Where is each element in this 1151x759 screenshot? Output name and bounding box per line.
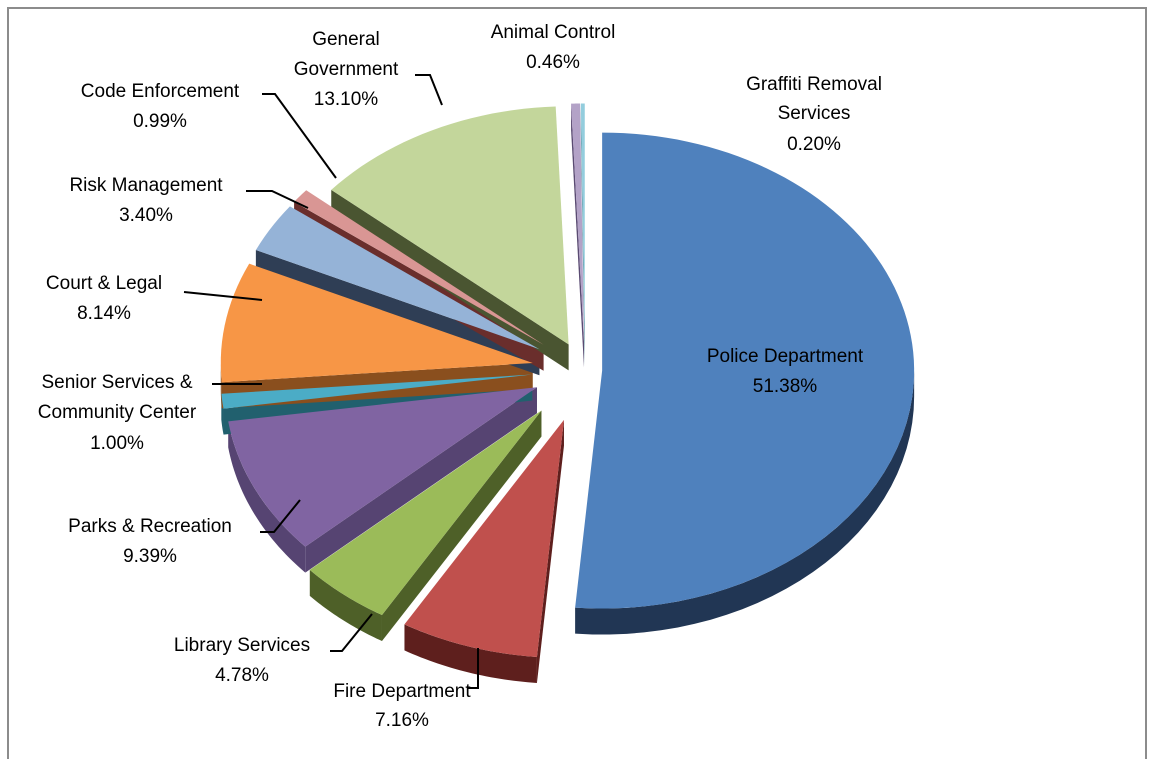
- data-label-name: Fire Department: [333, 681, 471, 702]
- data-label-value: 0.20%: [787, 134, 841, 155]
- slice-depth-court-and-legal: [220, 362, 222, 409]
- data-label-value: 13.10%: [314, 89, 379, 110]
- slice-top-layer: [220, 103, 915, 657]
- data-label-name: Code Enforcement: [81, 81, 240, 102]
- slice-side-library-services: [381, 410, 542, 642]
- slice-side-graffiti-removal-services: [580, 103, 585, 368]
- slice-fire-department: [404, 419, 564, 657]
- data-label-value: 7.16%: [375, 710, 429, 731]
- data-label-name: Government: [294, 59, 399, 80]
- data-label-name: General: [312, 29, 380, 50]
- data-labels: Police Department 51.38% Fire Department 7.…: [38, 22, 882, 731]
- slice-side-parks-and-recreation: [305, 387, 537, 573]
- data-label-value: 0.99%: [133, 111, 187, 132]
- slice-depth-fire-department: [404, 624, 537, 683]
- data-label-value: 1.00%: [90, 433, 144, 454]
- slice-animal-control: [571, 103, 584, 342]
- slice-court-and-legal: [220, 263, 533, 383]
- slice-general-government: [331, 106, 569, 345]
- slice-graffiti-removal-services: [580, 103, 585, 342]
- data-label-value: 3.40%: [119, 205, 173, 226]
- leader-line-general-government: [415, 74, 443, 106]
- leader-line-parks-and-recreation: [260, 499, 301, 533]
- leader-line-risk-management: [246, 190, 309, 209]
- slice-library-services: [309, 410, 542, 616]
- slice-parks-and-recreation: [228, 387, 537, 547]
- data-label-name: Graffiti Removal: [746, 74, 882, 95]
- slice-senior-services-and-community-center: [221, 374, 533, 409]
- slice-police-department: [575, 132, 915, 609]
- data-label-value: 8.14%: [77, 303, 131, 324]
- data-label-value: 51.38%: [753, 376, 818, 397]
- slice-side-fire-department: [536, 419, 564, 683]
- data-label-name: Court & Legal: [46, 273, 162, 294]
- data-label-name: Community Center: [38, 402, 197, 423]
- slice-side-general-government: [331, 189, 569, 371]
- data-label-name: Parks & Recreation: [68, 516, 232, 537]
- leader-line-fire-department: [468, 648, 479, 689]
- leader-line-court-and-legal: [183, 291, 263, 301]
- data-label-name: Police Department: [707, 346, 864, 367]
- data-label-name: Services: [778, 103, 851, 124]
- leader-line-code-enforcement: [262, 93, 337, 179]
- leader-line-library-services: [330, 613, 373, 652]
- chart-border: [7, 7, 1147, 759]
- data-label-value: 0.46%: [526, 52, 580, 73]
- chart-frame-border: [7, 7, 1147, 759]
- slice-side-animal-control: [571, 103, 584, 368]
- data-label-name: Animal Control: [491, 22, 616, 43]
- slice-code-enforcement: [294, 190, 544, 345]
- data-label-value: 4.78%: [215, 665, 269, 686]
- data-label-value: 9.39%: [123, 546, 177, 567]
- slice-depth-parks-and-recreation: [228, 421, 306, 573]
- leader-lines: [183, 74, 479, 689]
- data-label-name: Senior Services &: [41, 372, 192, 393]
- slice-risk-management: [255, 206, 540, 350]
- data-label-name: Risk Management: [69, 175, 223, 196]
- data-label-name: Library Services: [174, 635, 310, 656]
